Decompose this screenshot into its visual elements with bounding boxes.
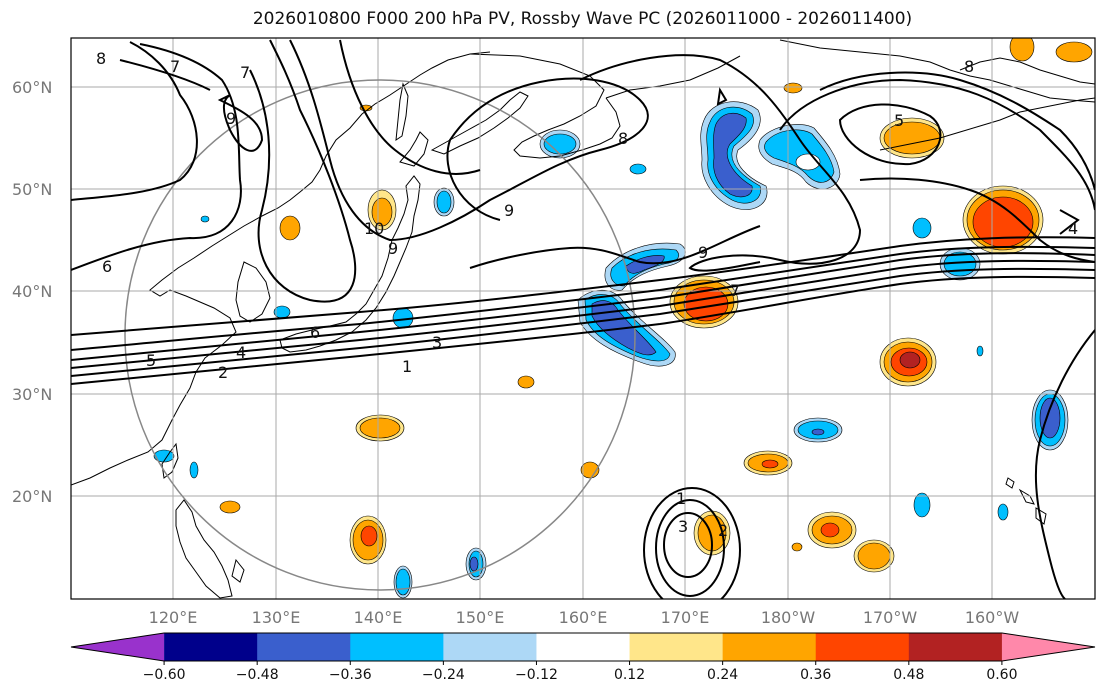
contour-labels: 8 7 7 9 6 10 9 9 8 9 5 4 6 3 2 1 1 2 3 8… bbox=[96, 49, 1078, 540]
colorbar-cell bbox=[629, 633, 724, 661]
colorbar-tick-label: −0.24 bbox=[422, 667, 465, 683]
lon-label: 130°E bbox=[252, 608, 301, 627]
contour-label: 2 bbox=[718, 521, 728, 540]
lat-axis: 60°N 50°N 40°N 30°N 20°N bbox=[12, 78, 52, 506]
colorbar-cell bbox=[71, 633, 165, 661]
colorbar-cell bbox=[164, 633, 258, 661]
contour-label: 2 bbox=[218, 363, 228, 382]
lat-label: 20°N bbox=[12, 487, 52, 506]
contour-label: 7 bbox=[170, 57, 180, 76]
lat-label: 30°N bbox=[12, 385, 52, 404]
contour-label: 4 bbox=[236, 343, 246, 362]
colorbar-tick-label: 0.12 bbox=[614, 667, 645, 683]
contour-label: 1 bbox=[676, 489, 686, 508]
lat-label: 60°N bbox=[12, 78, 52, 97]
contour-label: 5 bbox=[146, 351, 156, 370]
colorbar-tick-label: −0.36 bbox=[329, 667, 372, 683]
region-circle bbox=[124, 79, 636, 591]
contour-label: 8 bbox=[964, 57, 974, 76]
colorbar-cell bbox=[350, 633, 444, 661]
lon-label: 150°E bbox=[456, 608, 505, 627]
colorbar-tick-label: 0.36 bbox=[800, 667, 831, 683]
contour-label: 4 bbox=[1068, 219, 1078, 238]
contour-label: 8 bbox=[618, 129, 628, 148]
lat-label: 40°N bbox=[12, 282, 52, 301]
lat-label: 50°N bbox=[12, 180, 52, 199]
contour-label: 7 bbox=[730, 281, 740, 300]
colorbar-tick-label: 0.60 bbox=[986, 667, 1017, 683]
colorbar-cell bbox=[443, 633, 537, 661]
colorbar-cell bbox=[257, 633, 351, 661]
contour-label: 9 bbox=[504, 201, 514, 220]
contour-label: 3 bbox=[432, 333, 442, 352]
contour-label: 9 bbox=[698, 243, 708, 262]
map-title: 2026010800 F000 200 hPa PV, Rossby Wave … bbox=[252, 9, 913, 29]
colorbar-cell bbox=[908, 633, 1003, 661]
map-frame bbox=[70, 37, 1096, 600]
lon-label: 120°E bbox=[149, 608, 198, 627]
colorbar-tick-label: 0.48 bbox=[893, 667, 924, 683]
contour-label: 5 bbox=[894, 111, 904, 130]
colorbar-cell bbox=[722, 633, 817, 661]
lon-label: 160°W bbox=[965, 608, 1020, 627]
pv-contours bbox=[71, 39, 1095, 599]
contour-label: 6 bbox=[310, 323, 320, 342]
colorbar-tick-label: 0.24 bbox=[707, 667, 738, 683]
lon-label: 180°W bbox=[761, 608, 816, 627]
lon-label: 160°E bbox=[559, 608, 608, 627]
contour-label: 9 bbox=[226, 109, 236, 128]
colorbar: −0.60 −0.48 −0.36 −0.24 −0.12 0.12 0.24 0.36 0.4… bbox=[70, 632, 1096, 683]
colorbar-tick-label: −0.12 bbox=[515, 667, 558, 683]
contour-label: 3 bbox=[678, 517, 688, 536]
colorbar-tick-label: −0.48 bbox=[236, 667, 279, 683]
contour-label: 9 bbox=[388, 239, 398, 258]
colorbar-tick-label: −0.60 bbox=[143, 667, 186, 683]
lon-label: 170°E bbox=[661, 608, 710, 627]
contour-label: 8 bbox=[96, 49, 106, 68]
colorbar-cell bbox=[815, 633, 910, 661]
contour-label: 10 bbox=[364, 219, 384, 238]
colorbar-cell bbox=[536, 633, 631, 661]
colorbar-cell bbox=[1001, 633, 1095, 661]
pv-anomaly-fill bbox=[153, 38, 1093, 599]
lon-label: 170°W bbox=[863, 608, 918, 627]
contour-label: 7 bbox=[240, 63, 250, 82]
contour-label: 6 bbox=[102, 257, 112, 276]
lon-label: 140°E bbox=[354, 608, 403, 627]
lon-axis: 120°E 130°E 140°E 150°E 160°E 170°E 180°… bbox=[149, 608, 1020, 627]
contour-label: 1 bbox=[402, 357, 412, 376]
